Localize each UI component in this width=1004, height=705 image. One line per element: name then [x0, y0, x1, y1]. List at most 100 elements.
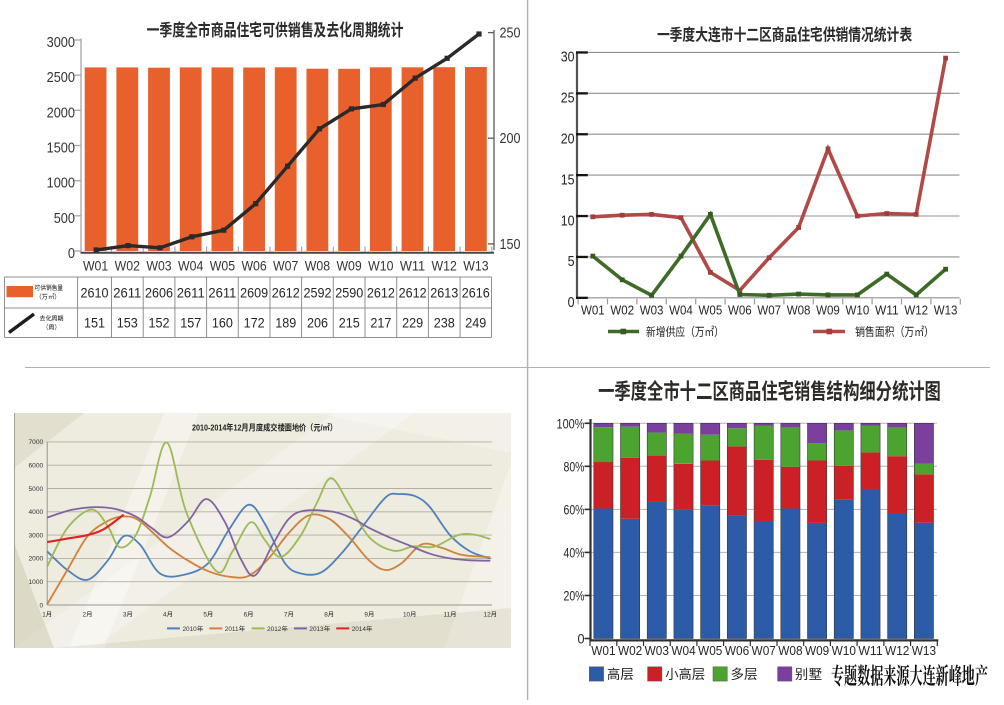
svg-text:W07: W07: [757, 303, 781, 318]
svg-text:W01: W01: [581, 303, 605, 318]
svg-text:4月: 4月: [163, 610, 173, 619]
svg-text:2014年: 2014年: [352, 624, 373, 633]
svg-text:2611: 2611: [113, 286, 141, 302]
svg-text:W06: W06: [241, 259, 266, 274]
svg-text:15: 15: [561, 171, 575, 188]
svg-text:W13: W13: [912, 644, 936, 658]
svg-text:2000: 2000: [47, 105, 75, 121]
svg-text:2612: 2612: [272, 286, 300, 302]
svg-text:217: 217: [370, 316, 391, 332]
svg-text:2013年: 2013年: [309, 624, 330, 633]
svg-text:（万㎡）: （万㎡）: [36, 291, 61, 301]
svg-text:12月: 12月: [484, 610, 498, 619]
svg-text:2612: 2612: [399, 286, 427, 302]
svg-text:0: 0: [578, 632, 585, 648]
svg-text:172: 172: [244, 316, 265, 332]
svg-text:W10: W10: [832, 644, 856, 658]
svg-text:100%: 100%: [557, 416, 585, 432]
svg-text:151: 151: [84, 316, 105, 332]
svg-text:W11: W11: [858, 644, 882, 658]
svg-text:2500: 2500: [47, 70, 75, 86]
svg-text:W02: W02: [115, 259, 140, 274]
svg-text:150: 150: [500, 237, 521, 253]
svg-text:60%: 60%: [564, 502, 585, 518]
svg-text:W06: W06: [728, 303, 752, 318]
svg-text:W08: W08: [778, 644, 802, 658]
svg-text:2609: 2609: [240, 286, 268, 302]
svg-text:206: 206: [307, 316, 328, 332]
svg-text:W04: W04: [178, 259, 204, 274]
svg-text:20%: 20%: [564, 589, 585, 605]
svg-text:W11: W11: [875, 303, 899, 318]
svg-text:W02: W02: [618, 644, 642, 658]
svg-text:2011年: 2011年: [225, 624, 246, 633]
svg-text:7000: 7000: [29, 439, 44, 446]
svg-text:2012年: 2012年: [267, 624, 288, 633]
svg-text:3000: 3000: [47, 35, 75, 51]
svg-text:5月: 5月: [203, 610, 213, 619]
svg-text:W03: W03: [640, 303, 664, 318]
svg-text:3000: 3000: [29, 532, 44, 539]
svg-text:W11: W11: [400, 259, 425, 274]
svg-text:W05: W05: [210, 259, 235, 274]
svg-text:500: 500: [54, 211, 75, 227]
svg-text:9月: 9月: [364, 610, 374, 619]
svg-text:1500: 1500: [47, 141, 75, 157]
svg-text:189: 189: [275, 316, 296, 332]
svg-text:157: 157: [180, 316, 201, 332]
svg-text:0: 0: [40, 602, 44, 609]
svg-text:W02: W02: [610, 303, 634, 318]
svg-text:250: 250: [500, 26, 521, 42]
svg-text:W03: W03: [146, 259, 171, 274]
svg-text:40%: 40%: [564, 545, 585, 561]
svg-text:W04: W04: [671, 644, 695, 658]
svg-text:去化周期: 去化周期: [40, 313, 64, 323]
svg-text:2613: 2613: [430, 286, 458, 302]
svg-text:W13: W13: [934, 303, 958, 318]
svg-text:多层: 多层: [731, 663, 758, 683]
svg-text:2611: 2611: [177, 286, 205, 302]
svg-text:1月: 1月: [42, 610, 52, 619]
svg-text:20: 20: [561, 131, 575, 148]
svg-text:W10: W10: [368, 259, 393, 274]
svg-text:2010年: 2010年: [183, 624, 204, 633]
svg-text:W07: W07: [752, 644, 776, 658]
svg-text:1000: 1000: [29, 579, 44, 586]
svg-text:10月: 10月: [403, 610, 417, 619]
svg-text:销售面积（万㎡）: 销售面积（万㎡）: [855, 323, 934, 340]
svg-text:W04: W04: [669, 303, 693, 318]
svg-text:2000: 2000: [29, 556, 44, 563]
svg-text:W12: W12: [432, 259, 457, 274]
svg-text:W06: W06: [725, 644, 749, 658]
svg-text:W01: W01: [591, 644, 615, 658]
svg-text:W01: W01: [83, 259, 108, 274]
svg-text:2592: 2592: [304, 286, 332, 302]
svg-text:2606: 2606: [145, 286, 173, 302]
svg-text:5000: 5000: [29, 486, 44, 493]
svg-text:80%: 80%: [564, 459, 585, 475]
svg-text:25: 25: [561, 90, 575, 107]
svg-text:专题数据来源大连新峰地产: 专题数据来源大连新峰地产: [831, 658, 988, 691]
svg-text:6月: 6月: [244, 610, 254, 619]
svg-text:高层: 高层: [607, 663, 634, 683]
svg-text:10: 10: [561, 212, 575, 229]
svg-text:200: 200: [500, 131, 521, 147]
svg-text:153: 153: [117, 316, 138, 332]
svg-text:2610: 2610: [81, 286, 109, 302]
svg-text:2010-2014年12月月度成交楼面地价（元/㎡）: 2010-2014年12月月度成交楼面地价（元/㎡）: [192, 422, 337, 434]
svg-text:2612: 2612: [367, 286, 395, 302]
svg-text:238: 238: [434, 316, 455, 332]
svg-text:152: 152: [149, 316, 170, 332]
svg-text:4000: 4000: [29, 509, 44, 516]
svg-text:一季度大连市十二区商品住宅供销情况统计表: 一季度大连市十二区商品住宅供销情况统计表: [657, 22, 912, 46]
svg-text:6000: 6000: [29, 463, 44, 470]
svg-text:5: 5: [568, 253, 575, 270]
svg-text:W07: W07: [273, 259, 298, 274]
svg-text:1000: 1000: [47, 176, 75, 192]
svg-text:可供销售量: 可供销售量: [35, 282, 64, 292]
svg-text:别墅: 别墅: [795, 663, 822, 683]
svg-text:0: 0: [568, 294, 575, 311]
svg-text:0: 0: [68, 246, 75, 262]
svg-text:W08: W08: [305, 259, 330, 274]
svg-text:W09: W09: [336, 259, 361, 274]
